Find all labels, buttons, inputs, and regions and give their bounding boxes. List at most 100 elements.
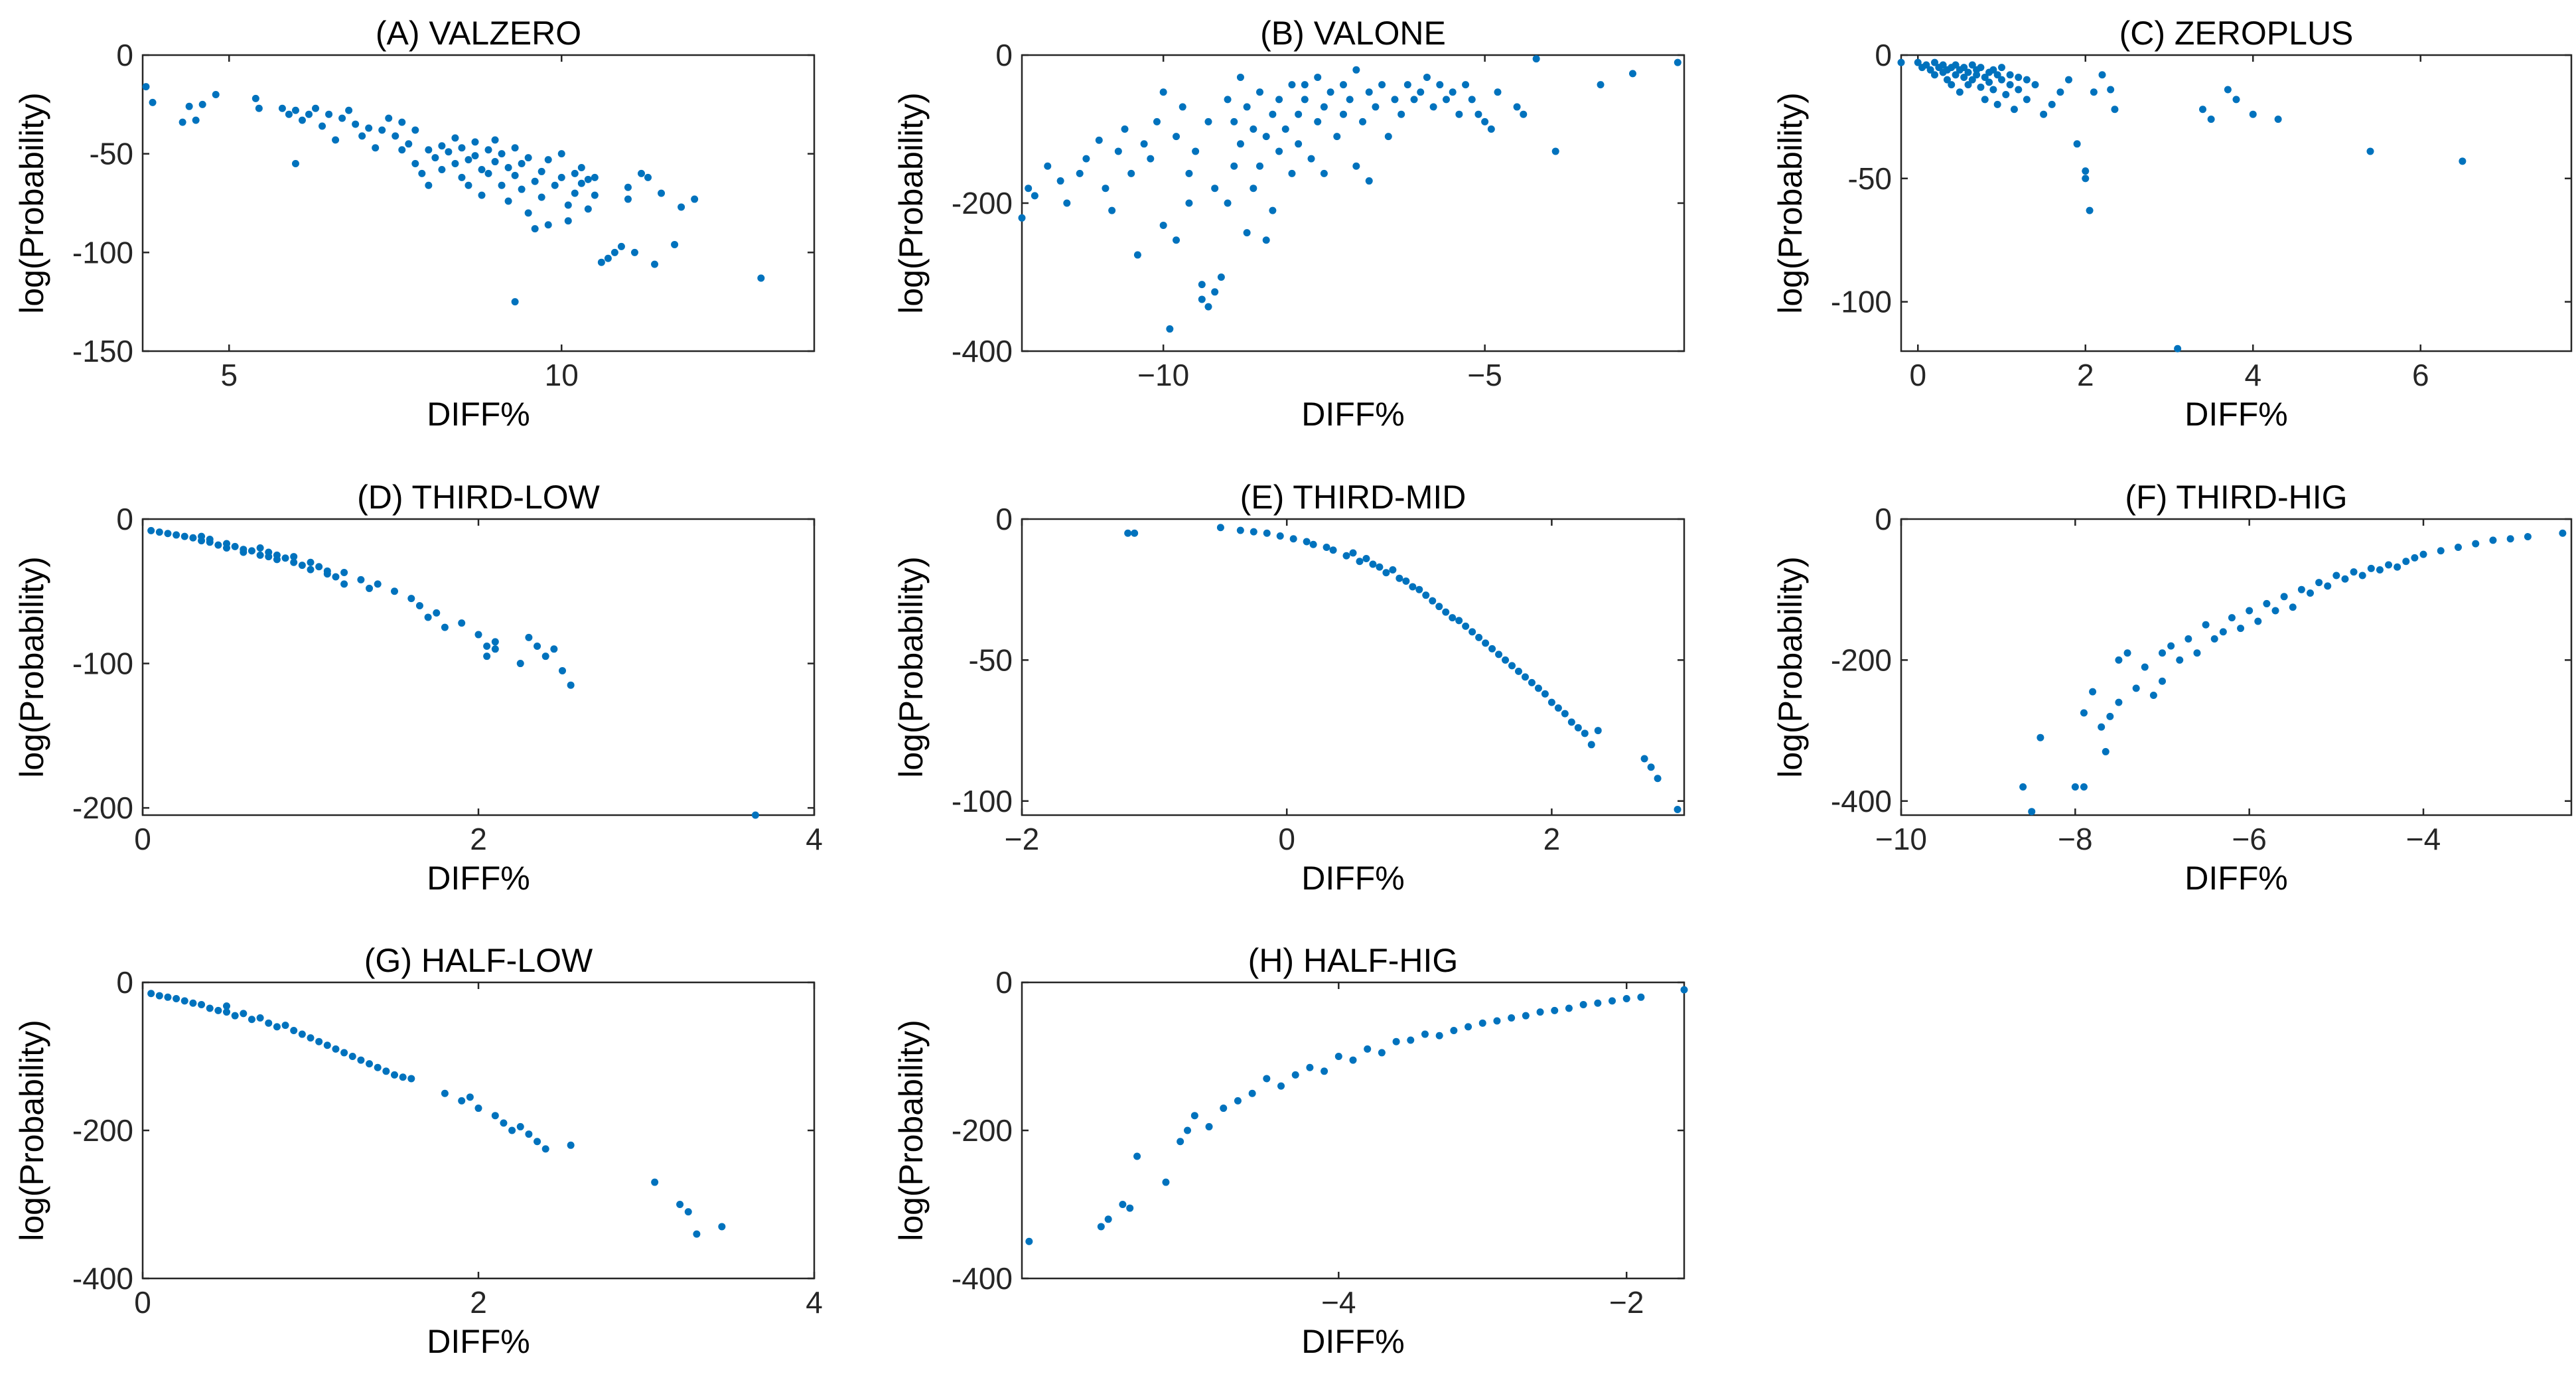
- data-point: [1329, 546, 1337, 554]
- data-point: [366, 584, 374, 592]
- data-point: [1628, 70, 1636, 78]
- data-point: [1306, 1063, 1314, 1071]
- data-point: [1288, 81, 1296, 89]
- data-point: [2437, 547, 2445, 555]
- data-point: [1126, 1204, 1134, 1212]
- data-point: [1307, 155, 1315, 163]
- data-point: [671, 240, 679, 248]
- data-point: [1269, 110, 1277, 118]
- data-point: [2193, 649, 2201, 657]
- x-tick-label: −2: [1005, 822, 1039, 856]
- data-point: [285, 110, 293, 118]
- data-point: [445, 148, 453, 156]
- data-point: [340, 568, 348, 576]
- data-point: [1346, 96, 1354, 104]
- data-point: [2207, 115, 2215, 123]
- y-tick-label: -50: [90, 137, 133, 171]
- panel-c: (C) ZEROPLUS 0 2 4 6 0 -50 -100 DIFF% log(Probabi…: [1772, 15, 2573, 433]
- data-point: [2367, 564, 2375, 572]
- data-point: [1236, 140, 1244, 148]
- data-point: [1513, 103, 1521, 111]
- data-point: [2289, 603, 2297, 611]
- data-point: [1554, 704, 1562, 712]
- data-point: [231, 1012, 239, 1020]
- data-point: [1391, 96, 1399, 104]
- data-point: [2559, 529, 2567, 537]
- data-point: [451, 134, 459, 142]
- data-point: [458, 619, 466, 627]
- series-d: [147, 526, 759, 819]
- data-point: [223, 544, 230, 552]
- x-axis-label-g: DIFF%: [427, 1323, 530, 1360]
- data-point: [458, 173, 466, 181]
- data-point: [1185, 199, 1193, 207]
- data-point: [2246, 607, 2254, 615]
- x-axis-label-f: DIFF%: [2184, 860, 2288, 897]
- data-point: [557, 173, 565, 181]
- data-point: [1378, 1049, 1386, 1057]
- y-tick-label: -100: [1831, 285, 1892, 319]
- data-point: [2132, 684, 2140, 692]
- data-point: [511, 298, 519, 306]
- y-tick-label: 0: [116, 502, 133, 536]
- data-point: [541, 1145, 549, 1153]
- y-axis-label-c: log(Probability): [1772, 92, 1809, 313]
- data-point: [2040, 110, 2048, 118]
- data-point: [1478, 1019, 1486, 1027]
- data-point: [491, 136, 499, 144]
- data-point: [484, 146, 492, 154]
- data-point: [2366, 147, 2374, 155]
- y-tick-label: 0: [995, 965, 1013, 1000]
- data-point: [484, 169, 492, 177]
- data-point: [1256, 162, 1264, 170]
- data-point: [185, 102, 193, 110]
- data-point: [1989, 66, 1997, 74]
- data-point: [407, 1075, 415, 1083]
- data-point: [1269, 206, 1277, 214]
- data-point: [319, 122, 326, 130]
- data-point: [474, 1105, 482, 1112]
- data-point: [1349, 549, 1357, 557]
- series-a: [142, 83, 765, 306]
- data-point: [491, 158, 499, 166]
- x-axis-label-e: DIFF%: [1301, 860, 1405, 897]
- data-point: [214, 1006, 222, 1014]
- data-point: [658, 189, 666, 197]
- data-point: [1897, 58, 1905, 66]
- panel-title-h: (H) HALF-HIG: [1248, 942, 1459, 979]
- data-point: [1508, 662, 1516, 670]
- data-point: [1063, 199, 1071, 207]
- data-point: [312, 104, 320, 112]
- data-point: [1263, 529, 1271, 537]
- data-point: [1364, 1045, 1372, 1053]
- data-point: [2324, 582, 2332, 590]
- data-point: [1482, 639, 1490, 647]
- axes-box-d: [141, 518, 816, 816]
- data-point: [1977, 64, 1985, 72]
- data-point: [2065, 76, 2072, 84]
- data-point: [1056, 177, 1064, 185]
- data-point: [1609, 997, 1616, 1005]
- series-b: [1018, 55, 1682, 333]
- data-point: [1309, 540, 1317, 548]
- data-point: [1981, 96, 1989, 104]
- data-point: [1097, 1223, 1105, 1231]
- data-point: [1515, 667, 1522, 675]
- data-point: [366, 1060, 374, 1068]
- data-point: [291, 160, 299, 168]
- x-tick-label: −4: [2406, 822, 2441, 856]
- data-point: [1948, 81, 1956, 89]
- data-point: [424, 613, 432, 621]
- data-point: [2454, 543, 2462, 551]
- data-point: [1326, 88, 1334, 96]
- data-point: [189, 534, 197, 542]
- data-point: [1998, 64, 2005, 72]
- y-tick-label: -200: [72, 1113, 133, 1148]
- data-point: [1964, 68, 1972, 76]
- data-point: [1981, 73, 1989, 81]
- data-point: [531, 225, 539, 233]
- data-point: [483, 652, 491, 660]
- data-point: [290, 558, 298, 566]
- data-point: [1422, 591, 1430, 599]
- data-point: [1352, 66, 1360, 74]
